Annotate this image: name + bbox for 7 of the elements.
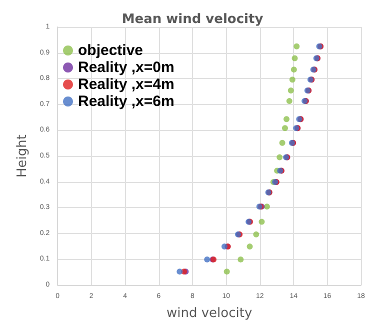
legend-label: Reality ,x=4m [78,76,174,93]
legend-label: objective [78,42,144,59]
y-axis-title: Height [15,134,30,178]
chart-title: Mean wind velocity [122,12,264,27]
legend-label: Reality ,x=6m [78,93,174,110]
legend-label: Reality ,x=0m [78,59,174,76]
x-axis-title: wind velocity [166,306,252,321]
